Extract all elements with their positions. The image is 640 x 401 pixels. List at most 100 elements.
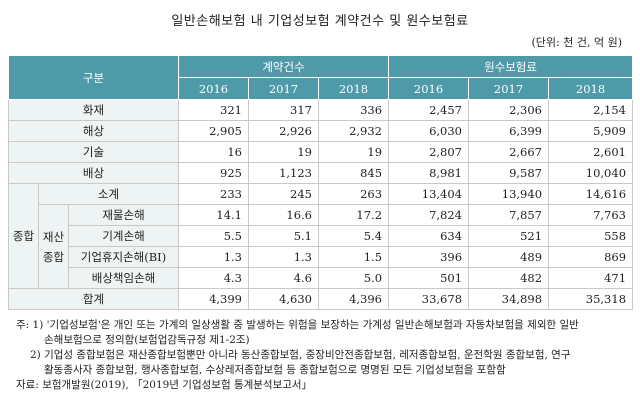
cell-value: 17.2 bbox=[317, 204, 390, 226]
cell-value: 35,318 bbox=[548, 288, 634, 310]
cell-value: 2,926 bbox=[248, 120, 319, 142]
note-2: 2) 기업성 종합보험은 재산종합보험뿐만 아니라 동산종합보험, 중장비안전종… bbox=[30, 349, 571, 361]
cell-value: 5.0 bbox=[317, 267, 390, 289]
cell-value: 10,040 bbox=[548, 162, 634, 184]
row-label: 배상책임손해 bbox=[68, 267, 179, 289]
cell-value: 7,763 bbox=[548, 204, 634, 226]
data-table: 구분 계약건수 원수보험료 2016 2017 2018 2016 2017 2… bbox=[8, 55, 634, 310]
header-year: 2018 bbox=[317, 77, 390, 100]
cell-value: 2,807 bbox=[388, 141, 470, 163]
cell-value: 13,404 bbox=[388, 183, 470, 205]
cell-value: 1.3 bbox=[248, 246, 319, 268]
cell-value: 245 bbox=[248, 183, 319, 205]
cell-value: 2,601 bbox=[548, 141, 634, 163]
cell-value: 7,824 bbox=[388, 204, 470, 226]
cell-value: 321 bbox=[178, 99, 249, 121]
row-label: 기술 bbox=[8, 141, 179, 163]
header-row-years: 2016 2017 2018 2016 2017 2018 bbox=[9, 77, 634, 100]
row-label: 재물손해 bbox=[68, 204, 179, 226]
table-row-machinery: 기계손해 5.5 5.1 5.4 634 521 558 bbox=[9, 225, 634, 247]
comp-group-label: 종합 bbox=[8, 183, 39, 289]
table-row-liability: 배상 925 1,123 845 8,981 9,587 10,040 bbox=[8, 162, 634, 184]
header-year: 2017 bbox=[468, 77, 550, 100]
cell-value: 5.1 bbox=[248, 225, 319, 247]
cell-value: 263 bbox=[317, 183, 390, 205]
cell-value: 471 bbox=[548, 267, 634, 289]
row-label: 화재 bbox=[8, 99, 179, 121]
cell-value: 634 bbox=[388, 225, 470, 247]
cell-value: 6,399 bbox=[468, 120, 550, 142]
row-label: 해상 bbox=[8, 120, 179, 142]
cell-value: 19 bbox=[248, 141, 319, 163]
cell-value: 14.1 bbox=[178, 204, 249, 226]
table-row-fire: 화재 321 317 336 2,457 2,306 2,154 bbox=[8, 99, 634, 121]
header-year: 2018 bbox=[548, 77, 634, 100]
table-title: 일반손해보험 내 기업성보험 계약건수 및 원수보험료 bbox=[171, 14, 469, 29]
cell-value: 2,457 bbox=[388, 99, 470, 121]
cell-value: 19 bbox=[317, 141, 390, 163]
cell-value: 396 bbox=[388, 246, 470, 268]
cell-value: 5.4 bbox=[317, 225, 390, 247]
cell-value: 1.3 bbox=[178, 246, 249, 268]
row-label: 기계손해 bbox=[68, 225, 179, 247]
cell-value: 14,616 bbox=[548, 183, 634, 205]
cell-value: 4.3 bbox=[178, 267, 249, 289]
cell-value: 7,857 bbox=[468, 204, 550, 226]
row-label: 합계 bbox=[8, 288, 179, 310]
cell-value: 501 bbox=[388, 267, 470, 289]
cell-value: 925 bbox=[178, 162, 249, 184]
cell-value: 521 bbox=[468, 225, 550, 247]
cell-value: 6,030 bbox=[388, 120, 470, 142]
cell-value: 16.6 bbox=[248, 204, 319, 226]
table-row-marine: 해상 2,905 2,926 2,932 6,030 6,399 5,909 bbox=[8, 120, 634, 142]
cell-value: 1,123 bbox=[248, 162, 319, 184]
cell-value: 16 bbox=[178, 141, 249, 163]
table-row-total: 합계 4,399 4,630 4,396 33,678 34,898 35,31… bbox=[8, 288, 634, 310]
header-contracts: 계약건수 bbox=[177, 55, 390, 78]
cell-value: 845 bbox=[317, 162, 390, 184]
source-note: 자료: 보험개발원(2019), 「2019년 기업성보험 통계분석보고서」 bbox=[16, 379, 313, 391]
note-2-cont: 활동종사자 종합보험, 행사종합보험, 수상레저종합보험 등 종합보험으로 명명… bbox=[44, 364, 506, 376]
cell-value: 482 bbox=[468, 267, 550, 289]
header-year: 2017 bbox=[248, 77, 319, 100]
row-label: 기업휴지손해(BI) bbox=[68, 246, 179, 268]
table-row-property-damage: 재산종합 재물손해 14.1 16.6 17.2 7,824 7,857 7,7… bbox=[9, 204, 634, 289]
table-row-comp-subtotal: 종합 소계 233 245 263 13,404 13,940 14,616 bbox=[8, 183, 634, 289]
cell-value: 9,587 bbox=[468, 162, 550, 184]
table-row-liability-damage: 배상책임손해 4.3 4.6 5.0 501 482 471 bbox=[9, 267, 634, 289]
cell-value: 5.5 bbox=[178, 225, 249, 247]
row-label: 소계 bbox=[38, 183, 179, 205]
cell-value: 1.5 bbox=[317, 246, 390, 268]
footnotes: 주: 1) '기업성보험'은 개인 또는 가계의 일상생활 중 발생하는 위험을… bbox=[16, 318, 632, 393]
cell-value: 2,932 bbox=[317, 120, 390, 142]
cell-value: 8,981 bbox=[388, 162, 470, 184]
cell-value: 5,909 bbox=[548, 120, 634, 142]
table-row-technical: 기술 16 19 19 2,807 2,667 2,601 bbox=[8, 141, 634, 163]
row-label: 배상 bbox=[8, 162, 179, 184]
cell-value: 4.6 bbox=[248, 267, 319, 289]
cell-value: 233 bbox=[178, 183, 249, 205]
cell-value: 336 bbox=[317, 99, 390, 121]
cell-value: 33,678 bbox=[388, 288, 470, 310]
table-row-business-interruption: 기업휴지손해(BI) 1.3 1.3 1.5 396 489 869 bbox=[9, 246, 634, 268]
note-1: 주: 1) '기업성보험'은 개인 또는 가계의 일상생활 중 발생하는 위험을… bbox=[16, 319, 579, 331]
header-year: 2016 bbox=[178, 77, 249, 100]
cell-value: 4,396 bbox=[317, 288, 390, 310]
header-year: 2016 bbox=[388, 77, 470, 100]
cell-value: 2,667 bbox=[468, 141, 550, 163]
header-category: 구분 bbox=[8, 55, 179, 100]
header-premium: 원수보험료 bbox=[388, 55, 634, 78]
note-1-cont: 손해보험으로 정의함(보험업감독규정 제1-2조) bbox=[44, 334, 250, 346]
cell-value: 489 bbox=[468, 246, 550, 268]
cell-value: 13,940 bbox=[468, 183, 550, 205]
cell-value: 2,154 bbox=[548, 99, 634, 121]
cell-value: 558 bbox=[548, 225, 634, 247]
cell-value: 2,306 bbox=[468, 99, 550, 121]
property-group-label: 재산종합 bbox=[38, 204, 69, 289]
cell-value: 4,630 bbox=[248, 288, 319, 310]
cell-value: 2,905 bbox=[178, 120, 249, 142]
cell-value: 869 bbox=[548, 246, 634, 268]
cell-value: 4,399 bbox=[178, 288, 249, 310]
cell-value: 317 bbox=[248, 99, 319, 121]
